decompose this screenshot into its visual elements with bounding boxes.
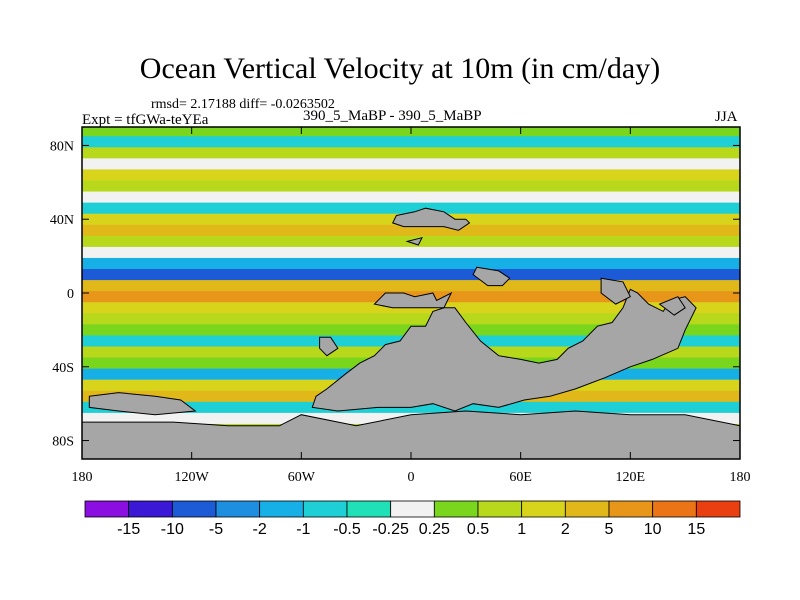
x-tick-label: 120E xyxy=(616,470,646,485)
colorbar-label: 15 xyxy=(687,521,705,538)
field-band xyxy=(82,158,740,171)
colorbar-label: 10 xyxy=(644,521,662,538)
field-band xyxy=(82,257,740,270)
colorbar: -15 -10 -5 -2 -1 -0.5 -0.25 0.25 0.5 1 2 5 10 15 xyxy=(84,500,741,538)
field-band xyxy=(82,147,740,159)
colorbar-label: -10 xyxy=(161,521,184,538)
land-polygon xyxy=(88,392,197,416)
land-polygon xyxy=(600,277,631,305)
colorbar-swatch xyxy=(695,500,741,518)
colorbar-label: 2 xyxy=(561,521,570,538)
colorbar-label: -0.5 xyxy=(333,521,361,538)
field-band xyxy=(82,180,740,193)
field-band xyxy=(82,136,740,148)
y-tick-label: 40S xyxy=(52,361,74,376)
land-polygon xyxy=(472,266,511,287)
colorbar-label: -15 xyxy=(117,521,140,538)
land-polygon xyxy=(658,296,686,316)
y-tick-label: 0 xyxy=(67,287,74,302)
stats-text: rmsd= 2.17188 diff= -0.0263502 xyxy=(151,97,335,112)
colorbar-swatch xyxy=(171,500,217,518)
colorbar-label: -1 xyxy=(296,521,310,538)
land-polygon xyxy=(82,410,740,459)
colorbar-label: -2 xyxy=(253,521,267,538)
land-polygon xyxy=(319,336,339,357)
y-tick-label: 80S xyxy=(52,435,74,450)
chart-title: Ocean Vertical Velocity at 10m (in cm/da… xyxy=(139,52,661,85)
axis-ticks: 180 120W 60W 0 60E 120E 180 80N 40N 0 40S 80S xyxy=(50,127,751,485)
colorbar-swatch xyxy=(346,500,392,518)
expt-label: Expt = tfGWa-teYEa xyxy=(82,112,209,128)
colorbar-swatch xyxy=(521,500,566,518)
y-tick-label: 40N xyxy=(50,213,74,228)
field-band xyxy=(82,269,740,281)
colorbar-swatch xyxy=(128,500,173,518)
field-band xyxy=(82,169,740,182)
colorbar-swatch xyxy=(84,500,130,518)
colorbar-label: 0.5 xyxy=(467,521,489,538)
colorbar-swatch xyxy=(215,500,261,518)
season-label: JJA xyxy=(715,109,738,125)
y-tick-label: 80N xyxy=(50,139,74,154)
x-tick-label: 60E xyxy=(509,470,532,485)
land-polygon xyxy=(405,236,423,246)
colorbar-swatch xyxy=(259,500,304,518)
colorbar-swatch xyxy=(302,500,348,518)
case-comparison-label: 390_5_MaBP - 390_5_MaBP xyxy=(303,108,482,124)
field-band xyxy=(82,224,740,237)
colorbar-swatch xyxy=(564,500,610,518)
colorbar-label: -0.25 xyxy=(372,521,409,538)
field-band xyxy=(82,202,740,215)
x-tick-label: 0 xyxy=(408,470,415,485)
field-band xyxy=(82,191,740,204)
colorbar-label: 5 xyxy=(605,521,614,538)
x-tick-label: 120W xyxy=(175,470,210,485)
colorbar-label: -5 xyxy=(209,521,223,538)
colorbar-swatch xyxy=(652,500,697,518)
x-tick-label: 180 xyxy=(72,470,93,485)
colorbar-swatch xyxy=(608,500,654,518)
land-polygon xyxy=(311,288,697,412)
colorbar-swatch xyxy=(433,500,479,518)
x-tick-label: 60W xyxy=(288,470,316,485)
land-mask xyxy=(82,207,740,459)
field-band xyxy=(82,313,740,325)
field-band xyxy=(82,280,740,292)
land-polygon xyxy=(391,207,471,231)
colorbar-swatch xyxy=(390,500,435,518)
field-band xyxy=(82,246,740,259)
colorbar-swatch xyxy=(477,500,523,518)
colorbar-label: 0.25 xyxy=(419,521,450,538)
colorbar-label: 1 xyxy=(517,521,526,538)
x-tick-label: 180 xyxy=(730,470,751,485)
